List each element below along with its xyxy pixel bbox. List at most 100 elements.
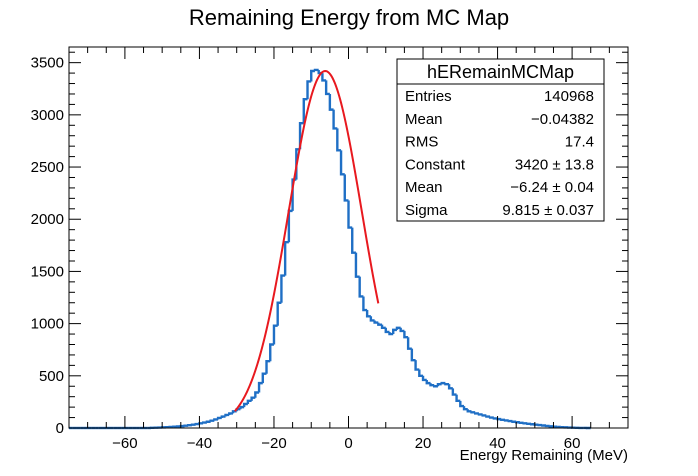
histogram-bin bbox=[276, 301, 282, 326]
histogram-bin bbox=[287, 209, 293, 243]
histogram-bin bbox=[414, 360, 420, 371]
histogram-bin bbox=[362, 296, 368, 312]
histogram-bin bbox=[440, 381, 446, 385]
histogram-bin bbox=[283, 241, 289, 276]
stats-row-value: 3420 ± 13.8 bbox=[515, 156, 594, 173]
stats-row-value: 9.815 ± 0.037 bbox=[502, 202, 594, 219]
histogram-bin bbox=[399, 327, 405, 333]
stats-box-title-frame bbox=[396, 58, 605, 85]
histogram-bin bbox=[433, 385, 438, 388]
histogram-bin bbox=[242, 402, 248, 408]
stats-row-value: −0.04382 bbox=[531, 111, 594, 128]
histogram-bin bbox=[250, 396, 256, 401]
histogram-bin bbox=[246, 399, 252, 404]
histogram-bin bbox=[205, 420, 211, 423]
histogram-bin bbox=[257, 381, 263, 393]
histogram-bin bbox=[201, 421, 207, 424]
histogram-bin bbox=[466, 409, 472, 413]
x-tick-label: 20 bbox=[415, 435, 432, 452]
histogram-bin bbox=[421, 375, 427, 382]
histogram-bin bbox=[488, 416, 494, 419]
axes: −60 −40 −20 0 20 40 60 0 500 1000 1500 2000 2500 3000… bbox=[31, 46, 629, 452]
histogram-bin bbox=[347, 200, 353, 229]
histogram-bin bbox=[213, 418, 219, 421]
y-tick-label: 0 bbox=[56, 420, 64, 437]
histogram-bin bbox=[239, 405, 245, 410]
fit-layer bbox=[234, 70, 380, 412]
histogram-bin bbox=[406, 337, 412, 350]
histogram-bin bbox=[507, 419, 513, 423]
histogram-bin bbox=[190, 423, 196, 426]
histogram-bin bbox=[216, 416, 222, 420]
histogram-bin bbox=[343, 174, 349, 202]
histogram-bin bbox=[403, 330, 409, 339]
histogram-bin bbox=[388, 331, 394, 336]
histogram-bin bbox=[511, 420, 517, 423]
y-tick-label: 1000 bbox=[31, 316, 64, 333]
stats-row-label: Constant bbox=[405, 156, 466, 173]
histogram-bin bbox=[429, 383, 435, 387]
stats-row-value: −6.24 ± 0.04 bbox=[510, 179, 594, 196]
stats-rows: Entries 140968 Mean −0.04382 RMS 17.4 Constant… bbox=[405, 88, 594, 219]
y-tick-label: 1500 bbox=[31, 263, 64, 280]
stats-box: hERemainMCMap Entries 140968 Mean −0.04382 R… bbox=[396, 58, 605, 222]
histogram-bin bbox=[410, 348, 416, 362]
histogram-bin bbox=[384, 327, 390, 334]
histogram-bin bbox=[265, 359, 271, 374]
histogram-bin bbox=[310, 69, 315, 82]
histogram-bin bbox=[470, 411, 476, 414]
histogram-bin bbox=[313, 68, 319, 72]
y-tick-label: 500 bbox=[39, 368, 64, 385]
histogram-bin bbox=[194, 422, 200, 426]
histogram-bin bbox=[481, 414, 487, 417]
histogram-bin bbox=[377, 322, 383, 326]
histogram-bin bbox=[447, 384, 453, 390]
histogram-bin bbox=[485, 415, 491, 418]
histogram-bin bbox=[358, 276, 364, 298]
histogram-bin bbox=[187, 423, 192, 427]
histogram-bin bbox=[231, 410, 237, 414]
histogram-bin bbox=[392, 328, 397, 335]
histogram-bin bbox=[474, 412, 479, 415]
x-tick-label: 0 bbox=[344, 435, 352, 452]
histogram-bin bbox=[369, 316, 375, 322]
histogram-bin bbox=[522, 422, 528, 425]
histogram-bin bbox=[455, 394, 461, 403]
x-tick-label: 60 bbox=[564, 435, 581, 452]
stats-box-title: hERemainMCMap bbox=[427, 62, 574, 82]
histogram-bin bbox=[328, 93, 334, 111]
y-tick-label: 2500 bbox=[31, 159, 64, 176]
histogram-bin bbox=[503, 419, 509, 422]
histogram-bin bbox=[332, 109, 338, 130]
histogram-bin bbox=[380, 324, 386, 329]
x-axis-label: Energy Remaining (MeV) bbox=[460, 447, 628, 464]
stats-row-label: RMS bbox=[405, 134, 438, 151]
histogram-bin bbox=[518, 421, 524, 424]
y-tick-label: 3000 bbox=[31, 107, 64, 124]
histogram-bin bbox=[459, 400, 465, 408]
histogram-bin bbox=[496, 417, 502, 421]
x-tick-label: −20 bbox=[261, 435, 286, 452]
histogram-bin bbox=[492, 417, 498, 420]
histogram-bin bbox=[477, 413, 483, 416]
histogram-bin bbox=[500, 418, 506, 422]
histogram-bin bbox=[351, 227, 356, 254]
stats-row-label: Sigma bbox=[405, 202, 448, 219]
histogram-bin bbox=[339, 150, 345, 176]
histogram-bin bbox=[462, 406, 468, 411]
histogram-bin bbox=[444, 382, 450, 386]
histogram-bin bbox=[321, 73, 327, 82]
histogram-bin bbox=[451, 388, 457, 396]
histogram-bin bbox=[298, 122, 304, 150]
stats-box-frame bbox=[396, 58, 605, 222]
histogram-bin bbox=[395, 326, 401, 330]
histogram-bin bbox=[261, 372, 267, 384]
histogram-bin bbox=[269, 343, 274, 362]
histogram-bin bbox=[365, 310, 371, 318]
histogram-bin bbox=[324, 80, 330, 96]
chart-title: Remaining Energy from MC Map bbox=[189, 5, 509, 30]
histogram-bin bbox=[418, 369, 424, 378]
x-tick-label: −60 bbox=[112, 435, 137, 452]
histogram-bin bbox=[254, 391, 260, 398]
